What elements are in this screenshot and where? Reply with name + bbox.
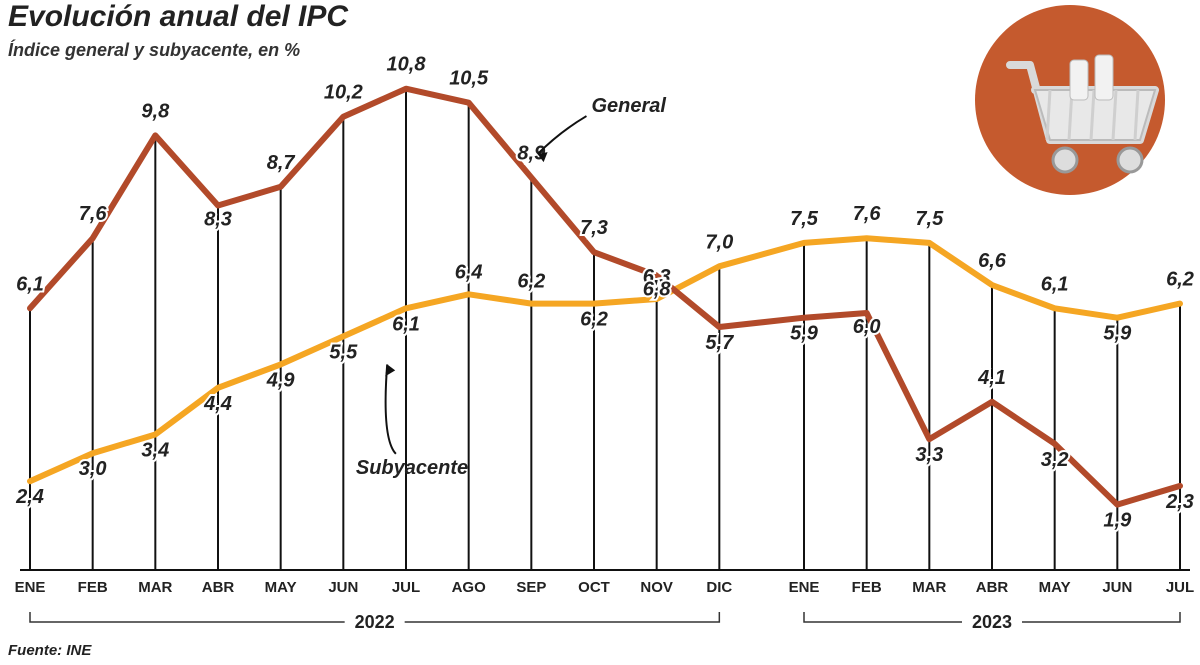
subyacente-value-label: 7,6 (853, 203, 882, 225)
subyacente-value-label: 6,4 (455, 261, 483, 283)
x-tick-label: NOV (640, 579, 673, 596)
subyacente-series-label: Subyacente (356, 457, 468, 479)
x-tick-label: JUN (328, 579, 358, 596)
subyacente-value-label: 6,1 (392, 313, 420, 335)
x-tick-label: ENE (15, 579, 46, 596)
subyacente-value-label: 7,5 (790, 208, 819, 230)
subyacente-value-label: 3,4 (141, 439, 169, 461)
subyacente-value-label: 6,2 (580, 309, 608, 331)
year-label: 2022 (355, 612, 395, 632)
general-value-label: 6,1 (16, 273, 44, 295)
subyacente-value-label: 6,2 (1166, 269, 1194, 291)
general-value-label: 9,8 (141, 100, 170, 122)
general-value-label: 5,9 (790, 323, 819, 345)
x-tick-label: MAY (1039, 579, 1071, 596)
general-value-label: 6,8 (643, 279, 672, 301)
subyacente-value-label: 5,9 (1103, 323, 1132, 345)
subyacente-value-label: 4,9 (266, 369, 296, 391)
subyacente-value-label: 2,4 (15, 486, 44, 508)
subyacente-value-label: 5,5 (329, 341, 358, 363)
subyacente-value-label: 3,0 (79, 458, 107, 480)
x-tick-label: MAR (138, 579, 172, 596)
general-value-label: 1,9 (1103, 510, 1132, 532)
x-tick-label: MAR (912, 579, 946, 596)
general-value-label: 3,3 (915, 444, 943, 466)
x-tick-label: FEB (852, 579, 882, 596)
x-tick-label: MAY (265, 579, 297, 596)
x-tick-label: DIC (706, 579, 732, 596)
general-value-label: 8,3 (204, 209, 232, 231)
subyacente-value-label: 4,4 (203, 393, 232, 415)
subyacente-arrow (386, 364, 396, 453)
general-value-label: 7,6 (79, 203, 108, 225)
general-series-label: General (591, 95, 666, 117)
x-tick-label: ABR (202, 579, 235, 596)
subyacente-value-label: 6,2 (517, 271, 545, 293)
year-label: 2023 (972, 612, 1012, 632)
general-value-label: 10,2 (324, 82, 363, 104)
general-value-label: 2,3 (1165, 491, 1194, 513)
x-tick-label: ABR (976, 579, 1009, 596)
subyacente-value-label: 7,5 (915, 208, 944, 230)
general-value-label: 10,8 (387, 54, 427, 76)
x-tick-label: ENE (789, 579, 820, 596)
x-tick-label: FEB (78, 579, 108, 596)
chart-container: Evolución anual del IPC Índice general y… (0, 0, 1200, 665)
x-tick-label: JUL (1166, 579, 1194, 596)
x-tick-label: JUN (1102, 579, 1132, 596)
subyacente-value-label: 6,6 (978, 250, 1007, 272)
subyacente-value-label: 6,1 (1041, 273, 1069, 295)
x-tick-label: OCT (578, 579, 610, 596)
subyacente-value-label: 7,0 (705, 231, 733, 253)
chart-svg: ENE FEB MAR ABR MAY JUN JUL AGO SEP OCT NOV DIC ENE F… (0, 0, 1200, 665)
general-arrow (538, 116, 587, 154)
x-tick-label: JUL (392, 579, 420, 596)
general-value-label: 5,7 (705, 332, 734, 354)
subyacente-line (30, 238, 1180, 481)
general-value-label: 6,0 (853, 316, 881, 338)
general-value-label: 8,7 (267, 152, 296, 174)
x-tick-label: SEP (516, 579, 546, 596)
general-value-label: 3,2 (1041, 449, 1069, 471)
general-value-label: 4,1 (977, 367, 1006, 389)
general-value-label: 7,3 (580, 217, 608, 239)
general-value-label: 10,5 (449, 68, 489, 90)
x-tick-label: AGO (452, 579, 487, 596)
